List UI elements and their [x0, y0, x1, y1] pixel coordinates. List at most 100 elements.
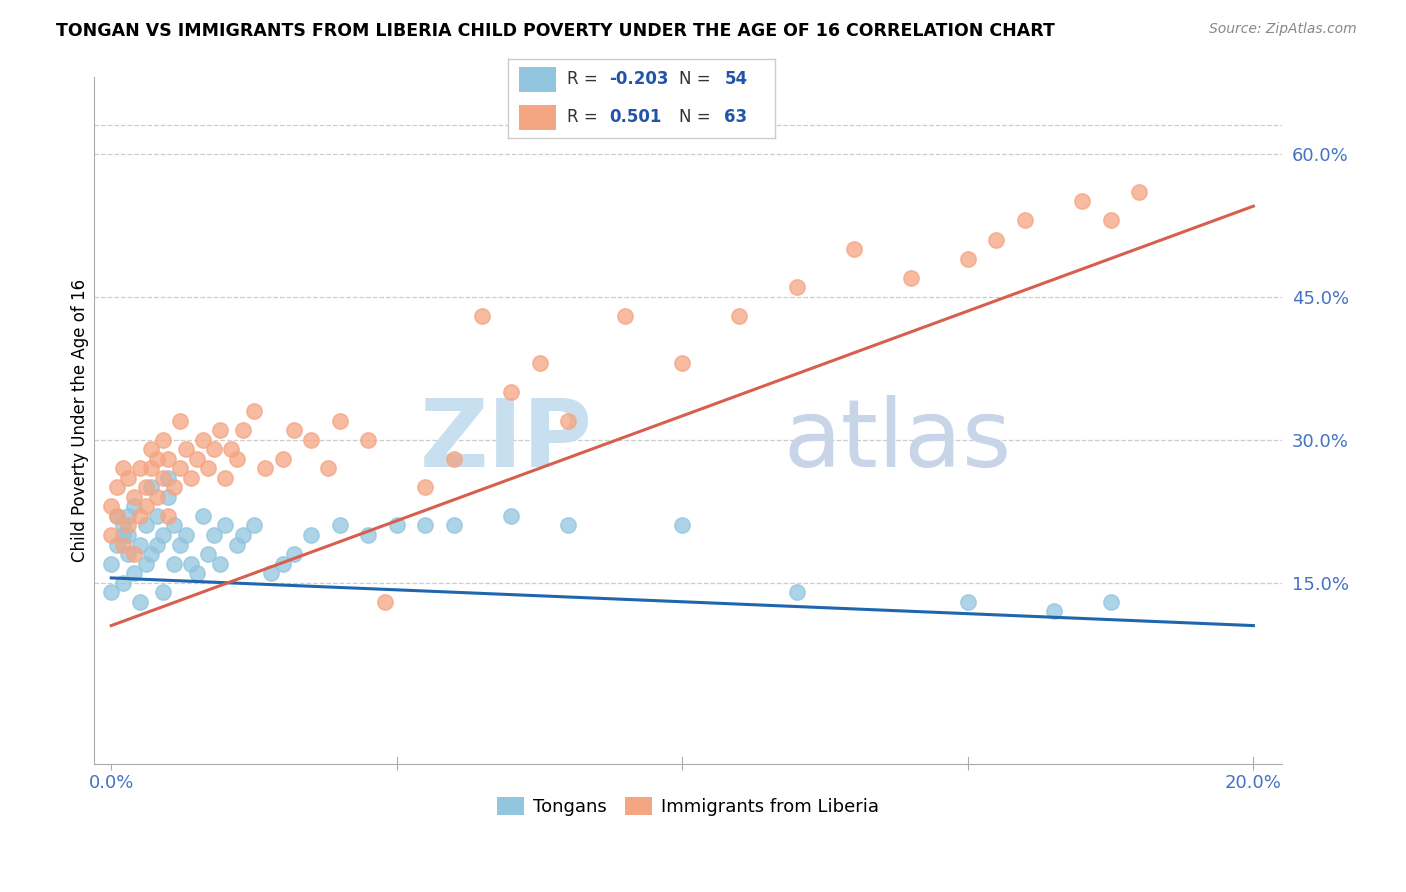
Point — [169, 461, 191, 475]
Point — [197, 461, 219, 475]
Text: R =: R = — [567, 70, 603, 88]
Point — [180, 557, 202, 571]
Point — [557, 518, 579, 533]
Text: R =: R = — [567, 109, 607, 127]
Point — [499, 508, 522, 523]
Point — [374, 595, 396, 609]
Point — [786, 585, 808, 599]
Point — [471, 309, 494, 323]
Point — [152, 585, 174, 599]
Point — [219, 442, 242, 457]
Text: TONGAN VS IMMIGRANTS FROM LIBERIA CHILD POVERTY UNDER THE AGE OF 16 CORRELATION : TONGAN VS IMMIGRANTS FROM LIBERIA CHILD … — [56, 22, 1054, 40]
Point — [1042, 604, 1064, 618]
Point — [214, 518, 236, 533]
Point — [415, 480, 437, 494]
Point — [1099, 213, 1122, 227]
FancyBboxPatch shape — [519, 67, 557, 92]
Point — [105, 508, 128, 523]
Text: N =: N = — [679, 70, 716, 88]
Point — [956, 252, 979, 266]
Point — [111, 575, 134, 590]
Point — [100, 557, 122, 571]
Text: ZIP: ZIP — [420, 395, 593, 487]
Text: -0.203: -0.203 — [610, 70, 669, 88]
Point — [146, 508, 169, 523]
Point — [128, 508, 150, 523]
Point — [117, 547, 139, 561]
Point — [415, 518, 437, 533]
Point — [146, 537, 169, 551]
Point — [152, 471, 174, 485]
Point — [163, 480, 186, 494]
Point — [443, 451, 465, 466]
Point — [100, 528, 122, 542]
Point — [135, 480, 157, 494]
Point — [357, 433, 380, 447]
Text: 0.501: 0.501 — [610, 109, 662, 127]
Point — [141, 461, 163, 475]
Point — [105, 508, 128, 523]
Point — [900, 270, 922, 285]
Point — [128, 537, 150, 551]
Point — [122, 566, 145, 581]
Point — [232, 528, 254, 542]
Point — [117, 518, 139, 533]
Point — [283, 423, 305, 437]
Point — [135, 500, 157, 514]
Point — [146, 490, 169, 504]
Point — [186, 451, 208, 466]
Point — [111, 461, 134, 475]
Point — [122, 500, 145, 514]
Point — [260, 566, 283, 581]
Point — [157, 508, 180, 523]
Point — [671, 356, 693, 370]
Point — [100, 585, 122, 599]
Point — [529, 356, 551, 370]
Point — [100, 500, 122, 514]
Point — [842, 242, 865, 256]
Point — [122, 490, 145, 504]
Point — [1128, 185, 1150, 199]
Point — [163, 557, 186, 571]
Point — [986, 233, 1008, 247]
Point — [105, 480, 128, 494]
Point — [191, 508, 214, 523]
Point — [169, 537, 191, 551]
Point — [152, 433, 174, 447]
Point — [122, 547, 145, 561]
Point — [956, 595, 979, 609]
Text: Source: ZipAtlas.com: Source: ZipAtlas.com — [1209, 22, 1357, 37]
Point — [174, 442, 197, 457]
Point — [499, 384, 522, 399]
Point — [111, 537, 134, 551]
Point — [254, 461, 277, 475]
Point — [1014, 213, 1036, 227]
Point — [163, 518, 186, 533]
Text: 54: 54 — [724, 70, 748, 88]
Point — [283, 547, 305, 561]
Point — [202, 528, 225, 542]
Point — [128, 461, 150, 475]
Point — [786, 280, 808, 294]
Point — [208, 423, 231, 437]
Point — [329, 518, 352, 533]
Point — [225, 451, 247, 466]
Point — [443, 518, 465, 533]
Point — [117, 528, 139, 542]
Point — [180, 471, 202, 485]
Point — [316, 461, 339, 475]
Point — [243, 518, 266, 533]
Point — [117, 508, 139, 523]
Point — [111, 518, 134, 533]
Point — [299, 433, 322, 447]
Point — [232, 423, 254, 437]
Point — [357, 528, 380, 542]
Point — [385, 518, 408, 533]
Point — [169, 414, 191, 428]
Point — [186, 566, 208, 581]
Point — [299, 528, 322, 542]
Point — [271, 557, 294, 571]
Text: N =: N = — [679, 109, 716, 127]
Point — [128, 595, 150, 609]
Text: 63: 63 — [724, 109, 748, 127]
